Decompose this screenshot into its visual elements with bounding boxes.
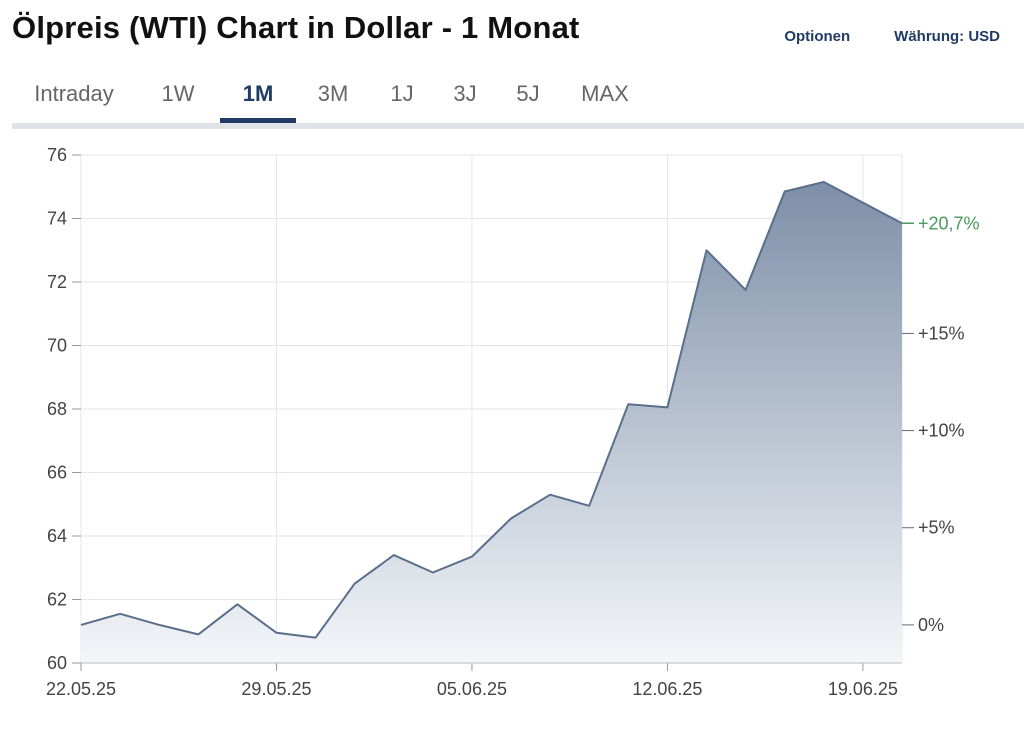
- price-line: [80, 181, 903, 639]
- y-tick-label: 68: [47, 399, 67, 419]
- y-tick-label: 76: [47, 145, 67, 165]
- y-tick-label: 64: [47, 526, 67, 546]
- y-tick-label: 74: [47, 209, 67, 229]
- options-link[interactable]: Optionen: [784, 28, 851, 45]
- x-tick-label: 19.06.25: [828, 679, 898, 699]
- y2-tick-label: +10%: [918, 421, 965, 441]
- tab-1m[interactable]: 1M: [220, 66, 296, 124]
- y-tick-label: 70: [47, 336, 67, 356]
- header-links: Optionen Währung: USD: [784, 28, 1000, 45]
- x-tick-label: 12.06.25: [632, 679, 702, 699]
- tick-labels: 60 62 64 66 68 70 72 74 76 22.05.25 29.05.25 05.06.…: [46, 145, 980, 699]
- price-area: [81, 182, 902, 663]
- tab-3j[interactable]: 3J: [453, 81, 477, 106]
- y-tick-label: 66: [47, 463, 67, 483]
- timeframe-tabs: Intraday 1W 1M 3M 1J 3J 5J MAX: [12, 66, 1024, 126]
- y-tick-label: 72: [47, 272, 67, 292]
- x-tick-label: 22.05.25: [46, 679, 116, 699]
- tab-3m[interactable]: 3M: [317, 81, 349, 106]
- currency-selector[interactable]: Währung: USD: [894, 28, 1000, 45]
- tab-5j[interactable]: 5J: [516, 81, 540, 106]
- x-tick-label: 05.06.25: [437, 679, 507, 699]
- tab-divider: [12, 123, 1024, 129]
- tab-1w[interactable]: 1W: [161, 81, 195, 106]
- y2-tick-label: +15%: [918, 323, 965, 343]
- tab-intraday[interactable]: Intraday: [34, 81, 114, 106]
- oil-price-chart[interactable]: 60 62 64 66 68 70 72 74 76 22.05.25 29.05.25 05.06.…: [0, 130, 1024, 730]
- x-tick-label: 29.05.25: [241, 679, 311, 699]
- area-layer: [80, 181, 903, 663]
- tab-max[interactable]: MAX: [581, 81, 629, 106]
- tab-1j[interactable]: 1J: [390, 81, 414, 106]
- y2-tick-label: 0%: [918, 615, 944, 635]
- y2-tick-label: +5%: [918, 518, 955, 538]
- page-title: Ölpreis (WTI) Chart in Dollar - 1 Monat: [12, 10, 580, 45]
- y-tick-label: 62: [47, 590, 67, 610]
- last-change-label: +20,7%: [918, 213, 980, 233]
- y-tick-label: 60: [47, 653, 67, 673]
- axes: [72, 154, 914, 671]
